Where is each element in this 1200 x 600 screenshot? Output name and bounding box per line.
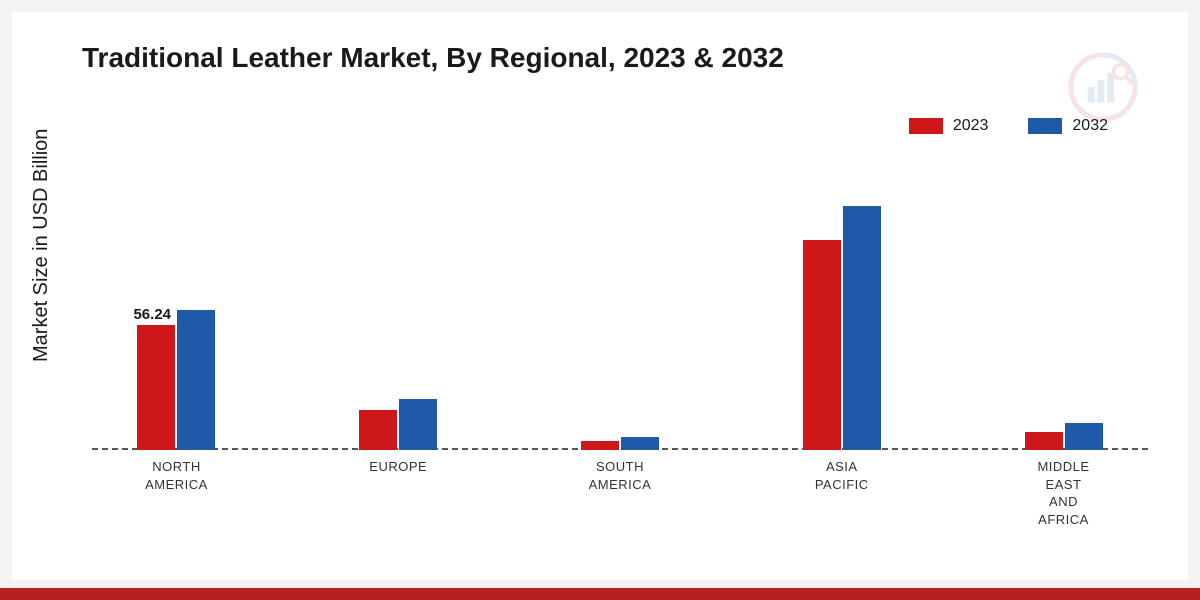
bar-2023-ap [803,240,841,450]
bar-2023-eu [359,410,397,450]
legend-label-2023: 2023 [953,117,989,135]
bar-2032-mea [1065,423,1103,450]
bar-group-eu [359,399,437,450]
bar-2023-mea [1025,432,1063,450]
bar-2023-sa [581,441,619,450]
bar-2032-eu [399,399,437,450]
bar-2032-ap [843,206,881,450]
legend-item-2023: 2023 [909,117,989,135]
bar-group-na [137,310,215,450]
footer-accent-bar [0,588,1200,600]
chart-page: Traditional Leather Market, By Regional,… [0,0,1200,600]
chart-canvas: Traditional Leather Market, By Regional,… [12,12,1188,580]
legend-item-2032: 2032 [1028,117,1108,135]
value-label-2023-na: 56.24 [133,306,171,323]
x-axis-labels: NORTHAMERICA EUROPE SOUTHAMERICA ASIAPACIFI… [92,450,1148,580]
chart-title: Traditional Leather Market, By Regional,… [82,42,784,74]
legend-swatch-2023 [909,118,943,134]
watermark-logo [1068,52,1138,122]
bar-2032-na [177,310,215,450]
bar-group-ap [803,206,881,450]
legend: 2023 2032 [909,117,1108,135]
legend-label-2032: 2032 [1072,117,1108,135]
legend-swatch-2032 [1028,118,1062,134]
category-label-eu: EUROPE [338,458,458,476]
category-label-na: NORTHAMERICA [116,458,236,493]
y-axis-label: Market Size in USD Billion [30,129,53,362]
bar-2023-na [137,325,175,450]
bar-2032-sa [621,437,659,450]
plot-area: 56.24 [92,162,1148,450]
category-label-ap: ASIAPACIFIC [782,458,902,493]
bar-group-sa [581,437,659,450]
category-label-sa: SOUTHAMERICA [560,458,680,493]
bar-group-mea [1025,423,1103,450]
category-label-mea: MIDDLEEASTANDAFRICA [1004,458,1124,528]
